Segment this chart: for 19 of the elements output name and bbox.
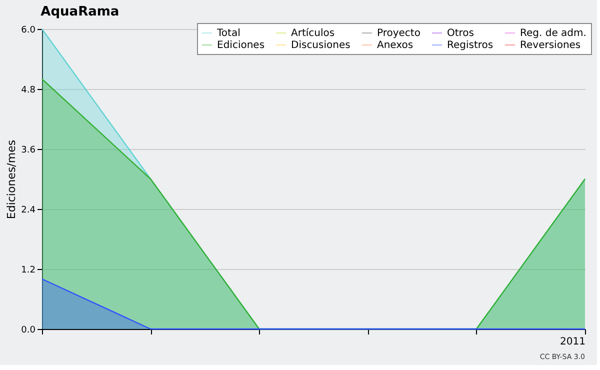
legend-label: Anexos [377,40,414,51]
y-tick-label: 4.8 [21,86,36,96]
y-tick-label: 3.6 [21,146,36,156]
legend-label: Registros [447,40,494,51]
legend-label: Proyecto [377,28,420,39]
y-tick-label: 2.4 [21,206,36,216]
y-axis-title: Ediciones/mes [5,140,18,220]
chart-title: AquaRama [40,4,120,20]
y-tick-label: 1.2 [21,266,36,276]
y-tick-label: 0.0 [21,326,36,336]
y-tick-label: 6.0 [21,26,36,36]
legend-label: Discusiones [291,40,350,51]
legend-label: Artículos [291,28,335,39]
legend-label: Reg. de adm. [520,28,586,39]
x-tick-label: 2011 [560,336,586,348]
legend-label: Reversiones [520,40,581,51]
legend-label: Ediciones [217,40,265,51]
legend-label: Otros [447,28,474,39]
legend-label: Total [216,28,240,39]
